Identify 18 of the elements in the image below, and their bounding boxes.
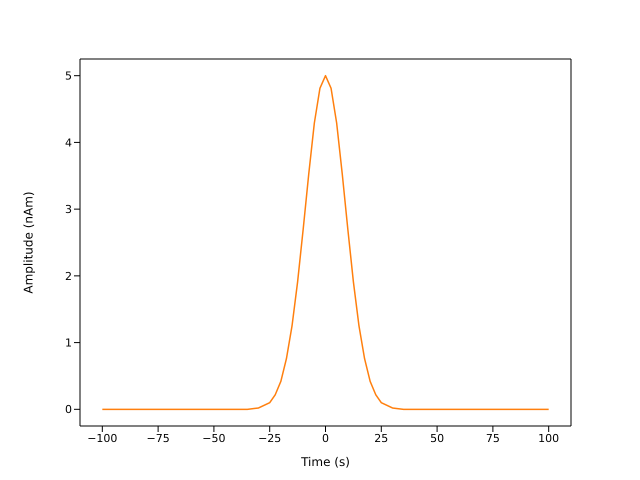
x-tick-label: 100: [538, 432, 560, 445]
x-axis-title: Time (s): [300, 455, 350, 469]
x-tick-label: −75: [146, 432, 170, 445]
x-tick-label: 50: [430, 432, 444, 445]
y-tick-label: 4: [65, 136, 72, 150]
x-tick-label: 0: [322, 432, 329, 445]
x-tick-label: 25: [374, 432, 388, 445]
y-tick-label: 5: [65, 70, 72, 83]
y-tick-label: 0: [65, 403, 72, 416]
y-tick-label: 1: [65, 336, 72, 350]
x-tick-label: −100: [87, 432, 118, 445]
x-tick-label: 75: [486, 432, 500, 445]
y-tick-label: 2: [65, 270, 72, 283]
line-series: [102, 74, 550, 410]
y-tick-label: 3: [65, 203, 72, 216]
x-tick-label: −50: [202, 432, 226, 445]
y-axis-title: Amplitude (nAm): [21, 191, 36, 294]
x-tick-label: −25: [258, 432, 282, 445]
